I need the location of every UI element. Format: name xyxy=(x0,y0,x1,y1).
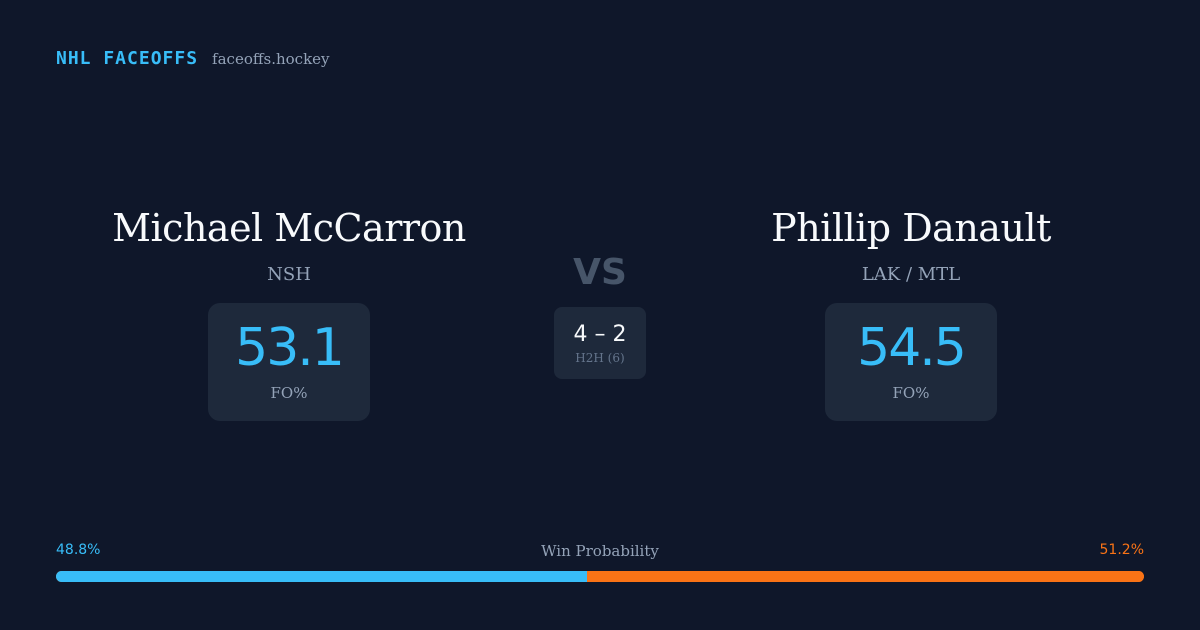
win-probability-bar-left xyxy=(56,571,587,582)
win-probability-title: Win Probability xyxy=(541,542,659,560)
win-probability-left-label: 48.8% xyxy=(56,542,101,558)
brand-domain: faceoffs.hockey xyxy=(212,50,330,68)
player-right-stat-card: 54.5 FO% xyxy=(825,303,997,421)
player-right-fo-label: FO% xyxy=(892,384,930,402)
player-right: Phillip Danault LAK / MTL 54.5 FO% xyxy=(622,206,1200,421)
win-probability-right-label: 51.2% xyxy=(1099,542,1144,558)
versus-label: VS xyxy=(573,252,627,293)
player-left-fo-label: FO% xyxy=(270,384,308,402)
win-probability: 48.8% Win Probability 51.2% xyxy=(56,542,1144,582)
h2h-score: 4 – 2 xyxy=(573,321,627,347)
player-right-name: Phillip Danault xyxy=(771,206,1051,250)
h2h-label: H2H (6) xyxy=(575,350,625,365)
player-left-stat-card: 53.1 FO% xyxy=(208,303,370,421)
player-right-team: LAK / MTL xyxy=(861,264,961,285)
brand-title: NHL FACEOFFS xyxy=(56,48,199,69)
player-left-team: NSH xyxy=(267,264,311,285)
win-probability-labels: 48.8% Win Probability 51.2% xyxy=(56,542,1144,562)
player-left-name: Michael McCarron xyxy=(112,206,466,250)
player-right-fo-value: 54.5 xyxy=(857,318,967,378)
h2h-card: 4 – 2 H2H (6) xyxy=(554,307,646,379)
player-left: Michael McCarron NSH 53.1 FO% xyxy=(0,206,578,421)
win-probability-bar xyxy=(56,571,1144,582)
win-probability-bar-right xyxy=(586,571,1144,582)
player-left-fo-value: 53.1 xyxy=(235,318,345,378)
brand-header: NHL FACEOFFS faceoffs.hockey xyxy=(56,48,330,69)
